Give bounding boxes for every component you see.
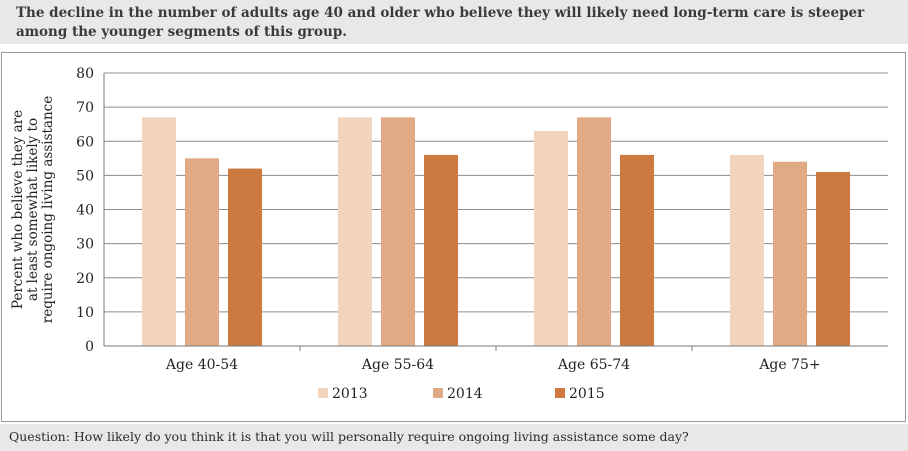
legend-swatch-2014 — [433, 388, 443, 398]
bar-2014-3 — [773, 161, 807, 346]
axis-labels: 0 10 20 30 40 50 60 70 80 Age 40-54 Age 55-64 Age 6… — [10, 66, 821, 373]
y-axis-title-line: Percent who believe they are — [10, 110, 26, 309]
y-tick-label: 20 — [76, 271, 94, 287]
y-axis-title: Percent who believe they areat least som… — [10, 96, 56, 323]
legend-swatch-2015 — [555, 388, 565, 398]
chart-footer: Question: How likely do you think it is … — [0, 424, 908, 451]
bar-2013-1 — [338, 117, 372, 346]
legend-label-2013: 2013 — [332, 386, 368, 402]
bar-2015-3 — [816, 171, 850, 346]
axes — [103, 73, 888, 351]
y-axis-title-line: require ongoing living assistance — [40, 96, 56, 323]
bars — [142, 117, 850, 346]
bar-2013-2 — [534, 131, 568, 346]
y-tick-label: 0 — [85, 339, 94, 355]
y-tick-label: 50 — [76, 168, 94, 184]
bar-2015-1 — [424, 154, 458, 346]
legend-label-2015: 2015 — [569, 386, 605, 402]
bar-2014-1 — [381, 117, 415, 346]
legend: 2013 2014 2015 — [318, 386, 605, 402]
bar-2014-2 — [577, 117, 611, 346]
legend-label-2014: 2014 — [447, 386, 483, 402]
y-tick-label: 40 — [76, 203, 94, 219]
y-tick-label: 60 — [76, 134, 94, 150]
x-category-label: Age 55-64 — [361, 357, 434, 373]
gridlines — [104, 72, 888, 313]
y-tick-label: 70 — [76, 100, 94, 116]
x-category-label: Age 75+ — [758, 357, 820, 373]
bar-2013-3 — [730, 154, 764, 346]
legend-swatch-2013 — [318, 388, 328, 398]
bar-2015-2 — [620, 154, 654, 346]
y-tick-label: 10 — [76, 305, 94, 321]
chart-headline: The decline in the number of adults age … — [16, 5, 865, 40]
survey-question: Question: How likely do you think it is … — [9, 429, 689, 444]
y-tick-label: 30 — [76, 237, 94, 253]
bar-2013-0 — [142, 117, 176, 346]
x-category-label: Age 65-74 — [557, 357, 630, 373]
chart-header: The decline in the number of adults age … — [0, 0, 908, 44]
bar-2015-0 — [228, 168, 262, 346]
bar-2014-0 — [185, 158, 219, 346]
y-tick-label: 80 — [76, 66, 94, 82]
y-axis-title-line: at least somewhat likely to — [25, 118, 41, 301]
x-category-label: Age 40-54 — [165, 357, 238, 373]
